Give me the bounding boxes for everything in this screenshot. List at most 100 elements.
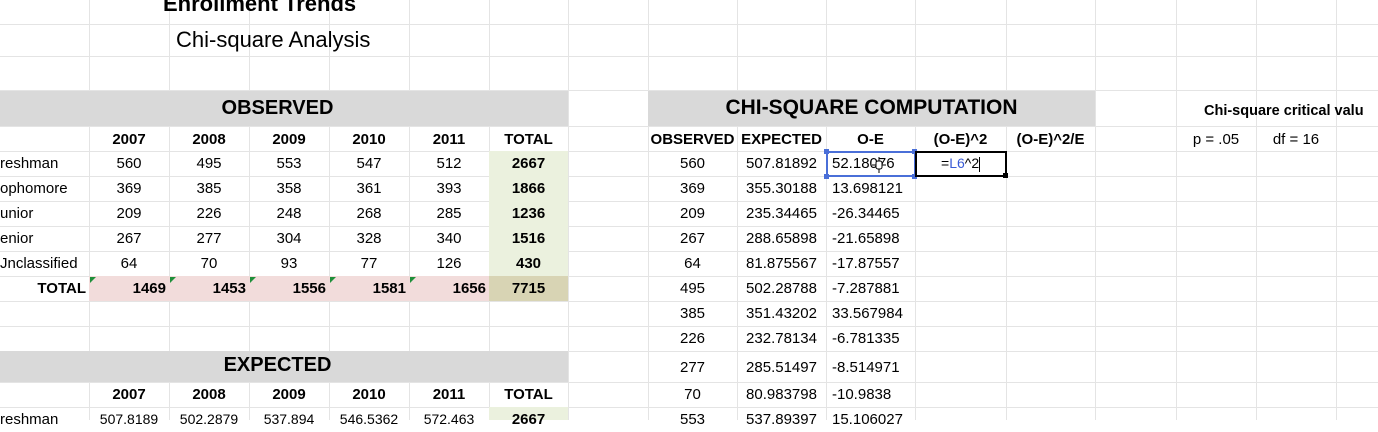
obs-row-label[interactable]: Jnclassified: [0, 255, 78, 272]
chi-expected-cell[interactable]: 285.51497: [746, 359, 817, 376]
chi-observed-cell[interactable]: 226: [679, 330, 706, 347]
obs-row-label[interactable]: enior: [0, 230, 34, 247]
chi-observed-cell[interactable]: 209: [679, 205, 706, 222]
chi-col-expected[interactable]: EXPECTED: [741, 131, 822, 148]
obs-cell[interactable]: 248: [276, 205, 302, 222]
obs-cell[interactable]: 560: [116, 155, 142, 172]
chi-oe-cell[interactable]: -10.9838: [832, 386, 892, 403]
chi-oe-cell[interactable]: 33.567984: [832, 305, 903, 322]
obs-cell[interactable]: 393: [436, 180, 462, 197]
obs-total-cell[interactable]: 1453: [212, 280, 246, 297]
chi-oe-cell[interactable]: -17.87557: [832, 255, 900, 272]
exp-col-2010[interactable]: 2010: [352, 386, 386, 403]
obs-cell[interactable]: 126: [436, 255, 462, 272]
obs-row-total[interactable]: 430: [515, 255, 542, 272]
obs-cell[interactable]: 268: [356, 205, 382, 222]
obs-cell[interactable]: 267: [116, 230, 142, 247]
obs-row-total[interactable]: 1866: [511, 180, 546, 197]
chi-col-oe-squared[interactable]: (O-E)^2: [933, 131, 988, 148]
obs-cell[interactable]: 553: [276, 155, 302, 172]
chi-observed-cell[interactable]: 64: [684, 255, 701, 272]
exp-col-2009[interactable]: 2009: [272, 386, 306, 403]
chi-observed-cell[interactable]: 70: [684, 386, 701, 403]
chi-expected-cell[interactable]: 507.81892: [746, 155, 817, 172]
obs-total-cell[interactable]: 1469: [132, 280, 166, 297]
chi-oe-cell[interactable]: -21.65898: [832, 230, 900, 247]
obs-cell[interactable]: 64: [120, 255, 138, 272]
obs-cell[interactable]: 547: [356, 155, 382, 172]
obs-col-2007[interactable]: 2007: [112, 131, 146, 148]
chi-expected-cell[interactable]: 235.34465: [746, 205, 817, 222]
obs-cell[interactable]: 77: [360, 255, 378, 272]
grand-total-cell[interactable]: 7715: [511, 280, 546, 297]
obs-row-label[interactable]: ophomore: [0, 180, 68, 197]
obs-cell[interactable]: 93: [280, 255, 298, 272]
exp-col-2007[interactable]: 2007: [112, 386, 146, 403]
obs-row-total[interactable]: 1236: [511, 205, 546, 222]
obs-cell[interactable]: 226: [196, 205, 222, 222]
obs-cell[interactable]: 328: [356, 230, 382, 247]
obs-cell[interactable]: 304: [276, 230, 302, 247]
chi-oe-cell[interactable]: -8.514971: [832, 359, 900, 376]
obs-col-total[interactable]: TOTAL: [504, 131, 553, 148]
chi-expected-cell[interactable]: 232.78134: [746, 330, 817, 347]
chi-observed-cell[interactable]: 495: [679, 280, 706, 297]
obs-row-label[interactable]: unior: [0, 205, 34, 222]
chi-expected-cell[interactable]: 80.983798: [746, 386, 817, 403]
reference-handle[interactable]: [912, 174, 917, 179]
obs-cell[interactable]: 369: [116, 180, 142, 197]
exp-col-total[interactable]: TOTAL: [504, 386, 553, 403]
chi-expected-cell[interactable]: 502.28788: [746, 280, 817, 297]
reference-handle[interactable]: [824, 174, 829, 179]
chi-oe-cell[interactable]: 13.698121: [832, 180, 903, 197]
obs-cell[interactable]: 209: [116, 205, 142, 222]
obs-total-label[interactable]: TOTAL: [37, 280, 86, 297]
chi-oe-cell[interactable]: -26.34465: [832, 205, 900, 222]
chi-expected-cell[interactable]: 288.65898: [746, 230, 817, 247]
obs-cell[interactable]: 361: [356, 180, 382, 197]
chi-expected-cell[interactable]: 81.875567: [746, 255, 817, 272]
obs-row-label[interactable]: reshman: [0, 155, 59, 172]
chi-observed-cell[interactable]: 267: [679, 230, 706, 247]
obs-col-2008[interactable]: 2008: [192, 131, 226, 148]
obs-cell[interactable]: 358: [276, 180, 302, 197]
obs-cell[interactable]: 70: [200, 255, 218, 272]
reference-handle[interactable]: [912, 149, 917, 154]
chi-oe-cell[interactable]: -6.781335: [832, 330, 900, 347]
chi-observed-cell[interactable]: 369: [679, 180, 706, 197]
chi-col-oe-squared-over-e[interactable]: (O-E)^2/E: [1016, 131, 1085, 148]
obs-total-cell[interactable]: 1556: [292, 280, 326, 297]
chi-col-oe[interactable]: O-E: [857, 131, 884, 148]
obs-total-cell[interactable]: 1656: [452, 280, 486, 297]
obs-cell[interactable]: 340: [436, 230, 462, 247]
chi-observed-cell[interactable]: 385: [679, 305, 706, 322]
chi-expected-cell[interactable]: 355.30188: [746, 180, 817, 197]
formula-cell-reference: L6: [949, 155, 965, 171]
chi-observed-cell[interactable]: 277: [679, 359, 706, 376]
active-cell-editor[interactable]: [915, 151, 1007, 177]
obs-cell[interactable]: 495: [196, 155, 222, 172]
expected-header: EXPECTED: [223, 354, 332, 376]
obs-total-cell[interactable]: 1581: [372, 280, 406, 297]
obs-row-total[interactable]: 2667: [511, 155, 546, 172]
obs-cell[interactable]: 512: [436, 155, 462, 172]
chi-oe-cell[interactable]: -7.287881: [832, 280, 900, 297]
error-indicator-icon: [90, 277, 96, 283]
reference-handle[interactable]: [824, 149, 829, 154]
obs-col-2011[interactable]: 2011: [432, 131, 466, 148]
obs-cell[interactable]: 285: [436, 205, 462, 222]
obs-cell[interactable]: 277: [196, 230, 222, 247]
obs-col-2010[interactable]: 2010: [352, 131, 386, 148]
obs-col-2009[interactable]: 2009: [272, 131, 306, 148]
obs-cell[interactable]: 385: [196, 180, 222, 197]
obs-row-total[interactable]: 1516: [511, 230, 546, 247]
formula-in-cell[interactable]: =L6^2: [938, 151, 1004, 176]
chi-col-observed[interactable]: OBSERVED: [650, 131, 735, 148]
fill-handle[interactable]: [1003, 173, 1008, 178]
chi-expected-cell[interactable]: 351.43202: [746, 305, 817, 322]
exp-col-2008[interactable]: 2008: [192, 386, 226, 403]
exp-col-2011[interactable]: 2011: [432, 386, 466, 403]
df-label: df = 16: [1272, 131, 1320, 148]
chi-observed-cell[interactable]: 560: [679, 155, 706, 172]
